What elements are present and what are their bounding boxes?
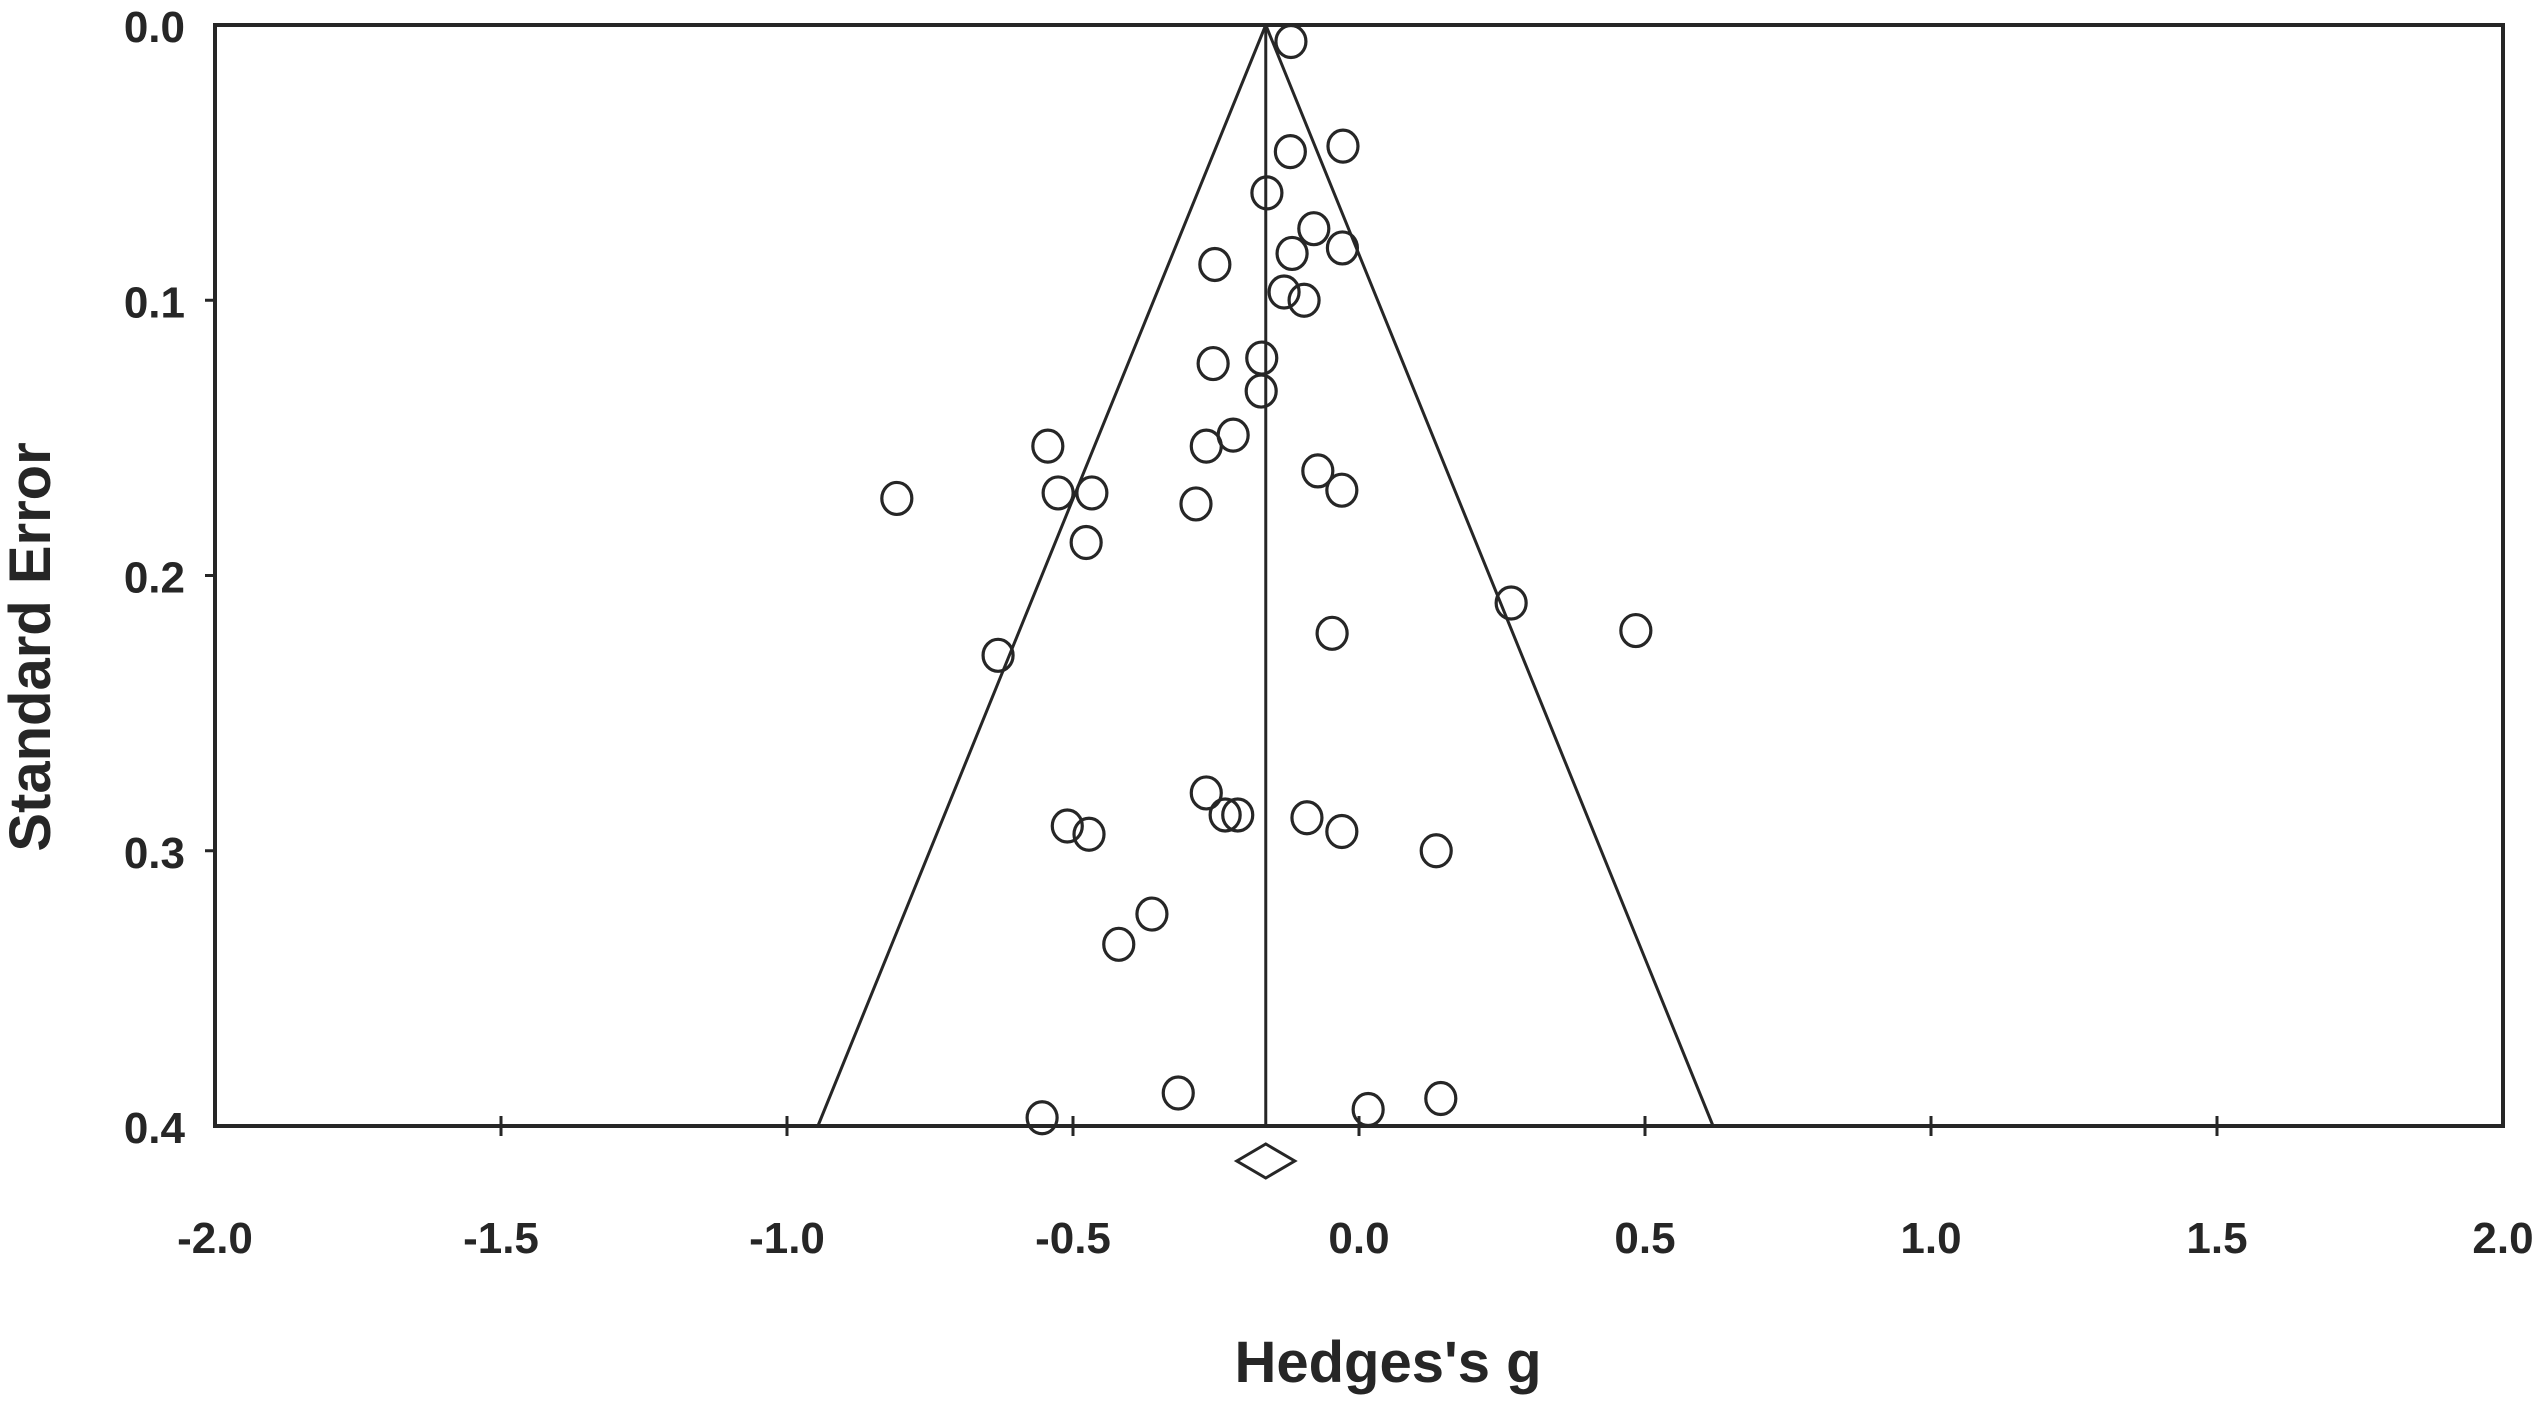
- funnel-lines: [816, 24, 1715, 1127]
- y-axis: 0.0 0.1 0.2 0.3 0.4: [124, 3, 215, 1153]
- study-point-circle: [1287, 282, 1321, 318]
- study-point-circle: [1315, 615, 1349, 651]
- study-point-circle: [1424, 1080, 1458, 1117]
- study-point-circle: [1072, 816, 1106, 852]
- y-tick-label: 0.0: [124, 3, 185, 52]
- study-point-circle: [1619, 612, 1653, 649]
- x-tick-label: 2.0: [2472, 1214, 2533, 1263]
- study-point-circle: [1031, 428, 1065, 464]
- x-tick-label: 1.5: [2186, 1214, 2247, 1263]
- data-points: [880, 23, 1653, 1136]
- study-point-circle: [1325, 813, 1359, 850]
- study-point-circle: [981, 637, 1015, 673]
- study-point-circle: [1273, 134, 1307, 170]
- study-point-circle: [1050, 808, 1084, 844]
- study-point-circle: [1189, 775, 1223, 811]
- funnel-right-line: [1264, 24, 1715, 1127]
- study-point-circle: [1494, 585, 1528, 621]
- study-point-circle: [1208, 797, 1242, 833]
- study-point-circle: [1351, 1091, 1385, 1128]
- x-axis: -2.0 -1.5 -1.0 -0.5 0.0 0.5 1.0 1.5 2.0: [177, 1116, 2534, 1263]
- study-point-circle: [1419, 833, 1453, 869]
- study-point-circle: [1274, 23, 1308, 60]
- x-tick-label: 0.5: [1614, 1214, 1675, 1263]
- x-tick-label: -0.5: [1035, 1214, 1111, 1263]
- plot-border: [213, 23, 2505, 1128]
- study-point-circle: [1179, 486, 1213, 522]
- study-point-circle: [1290, 800, 1324, 836]
- study-point-circle: [1297, 211, 1331, 247]
- study-point-circle: [1267, 274, 1301, 310]
- y-axis-title: Standard Error: [0, 442, 63, 851]
- study-point-circle: [1198, 246, 1232, 283]
- study-point-circle: [1301, 453, 1335, 489]
- funnel-left-line: [816, 24, 1268, 1127]
- study-point-circle: [1102, 926, 1136, 962]
- study-point-circle: [1250, 175, 1284, 211]
- study-point-circle: [1161, 1075, 1195, 1111]
- x-tick-label: -1.5: [463, 1214, 539, 1263]
- study-point-circle: [1196, 345, 1230, 382]
- x-tick-label: 1.0: [1900, 1214, 1961, 1263]
- study-point-circle: [880, 480, 914, 517]
- study-point-circle: [1326, 128, 1360, 164]
- x-axis-title: Hedges's g: [1234, 1330, 1541, 1395]
- study-point-circle: [1245, 340, 1279, 376]
- study-point-circle: [1216, 417, 1250, 453]
- study-point-circle: [1041, 475, 1075, 511]
- study-point-circle: [1325, 230, 1360, 266]
- y-tick-label: 0.3: [124, 829, 185, 878]
- plot-frame: [213, 23, 2505, 1128]
- x-tick-label: 0.0: [1328, 1214, 1389, 1263]
- study-point-circle: [1025, 1100, 1059, 1136]
- study-point-circle: [1221, 797, 1255, 833]
- study-point-circle: [1069, 524, 1103, 561]
- summary-diamond-icon: [1233, 1142, 1298, 1180]
- y-tick-label: 0.2: [124, 554, 185, 603]
- x-tick-label: -2.0: [177, 1214, 253, 1263]
- study-point-circle: [1325, 472, 1359, 508]
- study-point-circle: [1075, 475, 1109, 511]
- study-point-circle: [1275, 235, 1309, 272]
- study-point-circle: [1135, 896, 1169, 932]
- y-tick-label: 0.4: [124, 1104, 186, 1153]
- study-point-circle: [1244, 373, 1278, 409]
- pooled-effect-diamond: [1233, 1142, 1298, 1180]
- y-tick-label: 0.1: [124, 278, 185, 327]
- x-tick-label: -1.0: [749, 1214, 825, 1263]
